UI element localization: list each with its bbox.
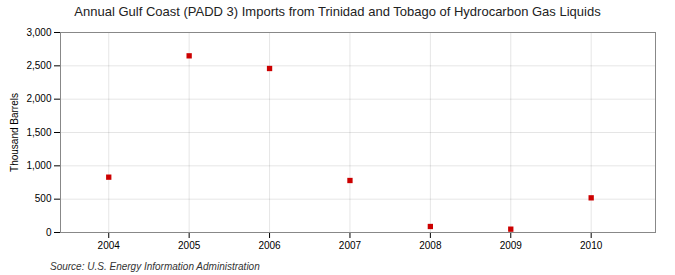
svg-text:2005: 2005 <box>178 240 201 251</box>
svg-text:2,000: 2,000 <box>26 93 51 104</box>
svg-text:2007: 2007 <box>339 240 362 251</box>
svg-text:2004: 2004 <box>98 240 121 251</box>
html-text:Annual Gulf Coast (PADD 3) Imp: Annual Gulf Coast (PADD 3) Imports from … <box>74 4 601 19</box>
svg-text:1,500: 1,500 <box>26 127 51 138</box>
html-text:Source: U.S. Energy Informatio: Source: U.S. Energy Information Administ… <box>50 261 260 272</box>
svg-text:2,500: 2,500 <box>26 60 51 71</box>
svg-text:0: 0 <box>46 227 52 238</box>
svg-text:Thousand Barrels: Thousand Barrels <box>9 93 20 172</box>
svg-text:500: 500 <box>35 193 52 204</box>
svg-text:1,000: 1,000 <box>26 160 51 171</box>
svg-text:2009: 2009 <box>500 240 523 251</box>
svg-text:3,000: 3,000 <box>26 27 51 38</box>
svg-text:2006: 2006 <box>258 240 281 251</box>
svg-text:2008: 2008 <box>419 240 442 251</box>
svg-text:2010: 2010 <box>580 240 603 251</box>
